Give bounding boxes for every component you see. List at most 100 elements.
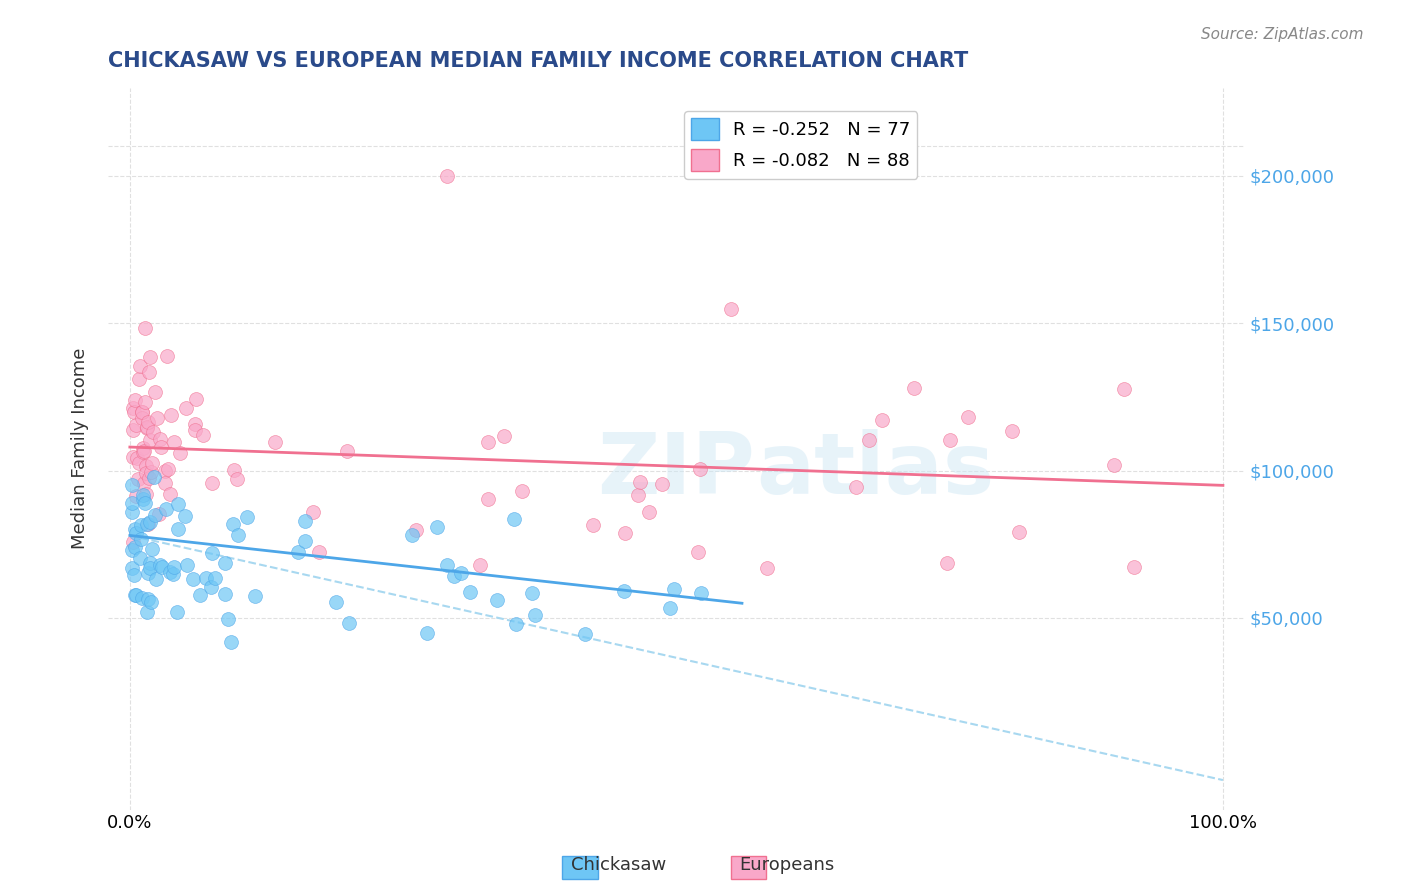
- Chickasaw: [132, 488, 155, 502]
- Legend: R = -0.252   N = 77, R = -0.082   N = 88: R = -0.252 N = 77, R = -0.082 N = 88: [685, 111, 918, 178]
- Europeans: [163, 434, 186, 449]
- Europeans: [169, 446, 191, 460]
- Europeans: [122, 534, 145, 549]
- Chickasaw: [136, 592, 159, 607]
- Europeans: [132, 444, 155, 458]
- Text: Europeans: Europeans: [740, 856, 835, 874]
- Chickasaw: [443, 569, 465, 583]
- Europeans: [148, 507, 170, 521]
- Chickasaw: [129, 532, 152, 546]
- Chickasaw: [139, 556, 162, 570]
- Chickasaw: [139, 595, 162, 609]
- Chickasaw: [460, 585, 482, 599]
- Chickasaw: [188, 587, 211, 601]
- Europeans: [184, 424, 207, 438]
- Chickasaw: [121, 478, 143, 492]
- Chickasaw: [662, 582, 685, 596]
- Europeans: [153, 464, 176, 478]
- Chickasaw: [166, 605, 188, 619]
- Chickasaw: [214, 586, 236, 600]
- Europeans: [146, 411, 169, 425]
- Europeans: [477, 434, 499, 449]
- Chickasaw: [125, 525, 148, 540]
- Europeans: [184, 392, 207, 406]
- Chickasaw: [131, 591, 153, 606]
- Chickasaw: [689, 586, 711, 600]
- Chickasaw: [129, 518, 152, 533]
- Europeans: [405, 523, 427, 537]
- Chickasaw: [659, 601, 682, 615]
- Chickasaw: [522, 586, 544, 600]
- Chickasaw: [294, 533, 316, 548]
- Chickasaw: [166, 498, 188, 512]
- Chickasaw: [121, 496, 143, 510]
- Europeans: [1114, 382, 1136, 396]
- Europeans: [935, 556, 957, 570]
- Europeans: [1102, 458, 1125, 472]
- Chickasaw: [217, 611, 239, 625]
- Europeans: [1122, 560, 1144, 574]
- Point: [720, 301, 742, 316]
- Europeans: [135, 421, 157, 435]
- Europeans: [160, 408, 183, 422]
- Europeans: [143, 385, 166, 400]
- Europeans: [628, 475, 651, 490]
- Europeans: [122, 450, 145, 465]
- Text: atlas: atlas: [756, 429, 994, 512]
- Europeans: [136, 517, 159, 532]
- Europeans: [142, 425, 165, 439]
- Chickasaw: [124, 522, 146, 536]
- Chickasaw: [486, 593, 509, 607]
- Chickasaw: [155, 501, 177, 516]
- Y-axis label: Median Family Income: Median Family Income: [72, 348, 89, 549]
- Chickasaw: [505, 617, 527, 632]
- Chickasaw: [287, 545, 309, 559]
- Europeans: [174, 401, 197, 415]
- Europeans: [136, 415, 159, 429]
- Europeans: [131, 405, 153, 419]
- Chickasaw: [416, 626, 439, 640]
- Europeans: [131, 441, 153, 455]
- Europeans: [134, 320, 156, 334]
- Point: [436, 169, 458, 183]
- Europeans: [264, 434, 287, 449]
- Europeans: [183, 417, 205, 431]
- Europeans: [477, 492, 499, 507]
- Europeans: [688, 544, 710, 558]
- Europeans: [135, 486, 157, 500]
- Europeans: [138, 471, 160, 485]
- Chickasaw: [145, 572, 167, 586]
- Text: ZIP: ZIP: [598, 429, 755, 512]
- Europeans: [756, 561, 779, 575]
- Chickasaw: [235, 509, 257, 524]
- Europeans: [159, 486, 181, 500]
- Europeans: [1008, 525, 1031, 540]
- Europeans: [131, 405, 153, 419]
- Europeans: [638, 505, 661, 519]
- Chickasaw: [132, 491, 155, 506]
- Europeans: [201, 476, 224, 491]
- Chickasaw: [174, 508, 197, 523]
- Europeans: [468, 558, 491, 572]
- Europeans: [141, 456, 163, 470]
- Europeans: [872, 412, 894, 426]
- Europeans: [689, 462, 711, 476]
- Chickasaw: [124, 588, 146, 602]
- Text: CHICKASAW VS EUROPEAN MEDIAN FAMILY INCOME CORRELATION CHART: CHICKASAW VS EUROPEAN MEDIAN FAMILY INCO…: [108, 51, 969, 70]
- Chickasaw: [166, 523, 188, 537]
- Europeans: [627, 488, 650, 502]
- Europeans: [122, 405, 145, 419]
- Europeans: [131, 411, 153, 425]
- Chickasaw: [337, 615, 360, 630]
- Point: [752, 0, 775, 6]
- Europeans: [156, 462, 179, 476]
- Europeans: [138, 365, 160, 379]
- Chickasaw: [176, 558, 198, 572]
- Chickasaw: [204, 571, 226, 585]
- Chickasaw: [200, 580, 222, 594]
- Europeans: [651, 476, 673, 491]
- Europeans: [136, 420, 159, 434]
- Europeans: [582, 518, 605, 533]
- Chickasaw: [159, 566, 181, 580]
- Europeans: [153, 475, 176, 490]
